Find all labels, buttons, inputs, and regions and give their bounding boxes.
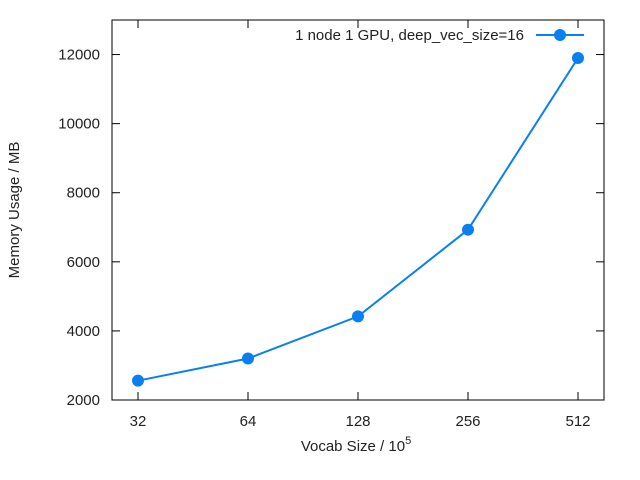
data-point — [462, 223, 474, 236]
data-point — [352, 310, 364, 323]
y-tick-label: 8000 — [67, 185, 100, 202]
data-point — [572, 52, 584, 64]
y-axis-label: Memory Usage / MB — [6, 142, 23, 279]
y-tick-label: 12000 — [58, 47, 100, 64]
x-axis-label-superscript: 5 — [405, 435, 411, 447]
x-tick-label: 512 — [565, 413, 590, 430]
legend: 1 node 1 GPU, deep_vec_size=16 — [295, 27, 584, 44]
y-axis: 2000 4000 6000 8000 10000 12000 — [58, 47, 604, 409]
x-tick-label: 64 — [240, 413, 257, 430]
series-layer — [132, 52, 584, 387]
legend-marker — [554, 29, 566, 41]
x-tick-label: 256 — [455, 413, 480, 430]
legend-label: 1 node 1 GPU, deep_vec_size=16 — [295, 27, 524, 44]
y-tick-label: 6000 — [67, 254, 100, 271]
x-tick-label: 32 — [130, 413, 147, 430]
x-tick-label: 128 — [345, 413, 370, 430]
x-axis: 32 64 128 256 512 — [130, 20, 591, 430]
y-tick-label: 4000 — [67, 323, 100, 340]
y-tick-label: 2000 — [67, 392, 100, 409]
x-axis-label-text: Vocab Size / 10 — [301, 438, 405, 455]
data-point — [242, 352, 254, 365]
data-point — [132, 374, 144, 387]
x-axis-label: Vocab Size / 105 — [301, 435, 411, 455]
y-tick-label: 10000 — [58, 116, 100, 133]
